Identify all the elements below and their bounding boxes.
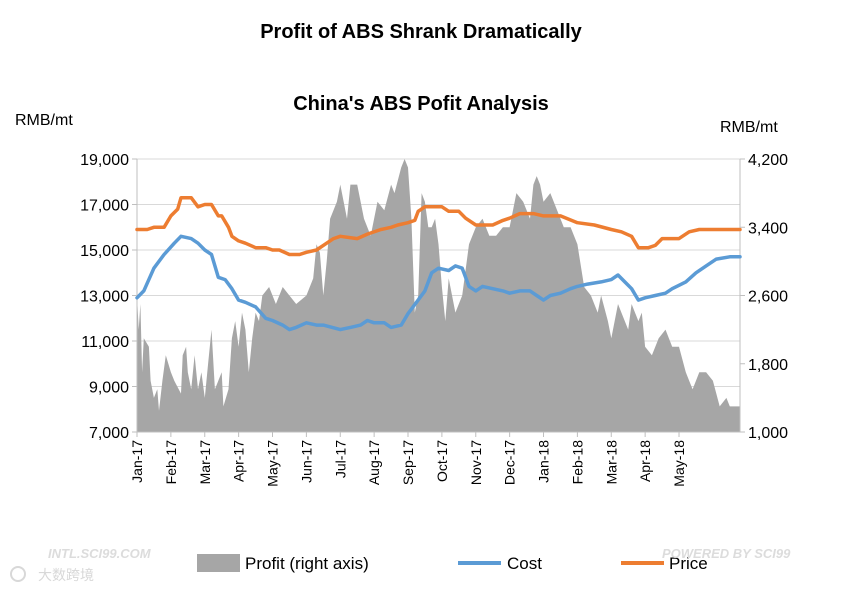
x-tick-label: Nov-17: [468, 440, 484, 485]
right-tick-label: 1,000: [748, 425, 788, 442]
legend: Profit (right axis) Cost Price: [197, 554, 708, 573]
right-axis-ticks: 4,200 3,400 2,600 1,800 1,000: [740, 152, 788, 442]
watermark-right: POWERED BY SCI99: [662, 546, 791, 561]
left-tick-label: 17,000: [80, 198, 129, 215]
right-tick-label: 1,800: [748, 357, 788, 374]
right-tick-label: 3,400: [748, 220, 788, 237]
profit-area-layer: [137, 159, 740, 432]
x-tick-label: Mar-18: [603, 440, 619, 485]
right-axis-unit: RMB/mt: [720, 119, 778, 136]
chart-subtitle: China's ABS Pofit Analysis: [293, 93, 549, 115]
x-tick-label: Jun-17: [298, 440, 314, 483]
left-tick-label: 11,000: [81, 334, 129, 351]
x-tick-label: Apr-17: [231, 440, 247, 482]
x-tick-label: Sep-17: [400, 440, 416, 485]
price-line: [135, 195, 742, 257]
x-tick-label: Apr-18: [637, 440, 653, 482]
watermark-logo: 大数跨境: [38, 567, 94, 583]
x-tick-label: Feb-18: [569, 440, 585, 485]
series-lines: [135, 195, 742, 332]
x-axis-ticks: Jan-17 Feb-17 Mar-17 Apr-17 May-17 Jun-17 Jul-…: [129, 432, 687, 487]
x-tick-label: Dec-17: [502, 440, 518, 485]
x-tick-label: May-18: [671, 440, 687, 487]
x-tick-label: Jul-17: [332, 440, 348, 478]
x-tick-label: Feb-17: [163, 440, 179, 485]
logo-icon: [10, 566, 26, 582]
x-tick-label: Oct-17: [434, 440, 450, 482]
x-tick-label: Mar-17: [197, 440, 213, 485]
left-axis-unit: RMB/mt: [15, 112, 73, 129]
legend-label-profit: Profit (right axis): [245, 554, 369, 573]
right-tick-label: 4,200: [748, 152, 788, 169]
left-tick-label: 13,000: [80, 289, 129, 306]
x-tick-label: Jan-17: [129, 440, 145, 483]
profit-area: [137, 159, 740, 432]
left-axis-ticks: 19,000 17,000 15,000 13,000 11,000 9,000 7,000: [80, 152, 137, 442]
cost-line: [135, 234, 742, 332]
left-tick-label: 19,000: [80, 152, 129, 169]
x-tick-label: Aug-17: [366, 440, 382, 485]
chart-title: Profit of ABS Shrank Dramatically: [260, 21, 582, 43]
x-tick-label: May-17: [265, 440, 281, 487]
legend-label-price: Price: [669, 554, 708, 573]
left-tick-label: 9,000: [89, 380, 129, 397]
legend-label-cost: Cost: [507, 554, 542, 573]
watermark-left: INTL.SCI99.COM: [48, 546, 152, 561]
right-tick-label: 2,600: [748, 289, 788, 306]
left-tick-label: 7,000: [89, 425, 129, 442]
legend-swatch-profit: [197, 554, 240, 572]
left-tick-label: 15,000: [80, 243, 129, 260]
watermarks: INTL.SCI99.COM POWERED BY SCI99 大数跨境: [10, 546, 791, 583]
x-tick-label: Jan-18: [536, 440, 552, 483]
